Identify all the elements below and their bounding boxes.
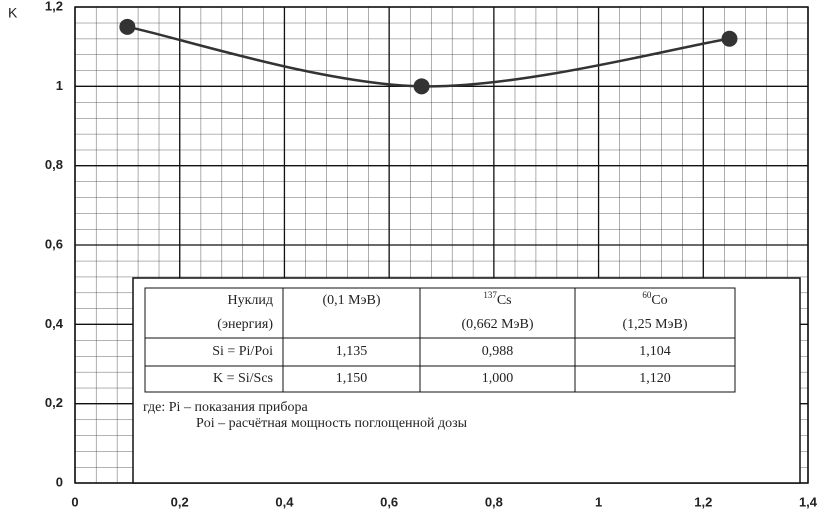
y-tick-label: 0,2 [45, 395, 63, 410]
header-text: (0,1 МэВ) [322, 293, 380, 308]
table-header: (энергия) [217, 317, 273, 332]
table-header: Нуклид [227, 293, 273, 308]
y-tick-label: 1 [56, 78, 63, 93]
table-header: (1,25 МэВ) [622, 317, 687, 332]
data-point [119, 18, 136, 35]
x-tick-label: 1,4 [799, 494, 818, 509]
table-cell: 0,988 [482, 344, 514, 359]
table-cell: Si = Pi/Poi [212, 344, 273, 359]
y-tick-label: 0,6 [45, 236, 63, 251]
table-header: (0,662 МэВ) [461, 317, 533, 332]
table-cell: 1,000 [482, 371, 514, 386]
header-text: Нуклид [227, 293, 273, 308]
table-header: 60Co [642, 290, 667, 308]
table-frame [144, 287, 736, 393]
note: где: Pi – показания прибора [143, 400, 309, 415]
x-tick-label: 0,4 [275, 494, 294, 509]
y-axis-label: K [8, 5, 18, 21]
x-tick-label: 0,6 [380, 494, 398, 509]
x-tick-label: 1 [595, 494, 602, 509]
table-cell: 1,104 [639, 344, 671, 359]
table-cell: K = Si/Scs [213, 371, 273, 386]
x-tick-label: 0 [71, 494, 78, 509]
table-panel [132, 277, 801, 484]
note: Poi – расчётная мощность поглощенной доз… [196, 416, 468, 431]
table-cell: 1,120 [639, 371, 671, 386]
header-text: Co [651, 293, 667, 308]
x-tick-label: 0,8 [485, 494, 503, 509]
superscript: 60 [642, 290, 652, 300]
y-tick-label: 0,4 [45, 316, 64, 331]
table-cell: 1,135 [336, 344, 368, 359]
y-tick-label: 0 [56, 474, 63, 489]
x-tick-label: 1,2 [694, 494, 712, 509]
header-text: Cs [497, 293, 512, 308]
x-tick-label: 0,2 [171, 494, 189, 509]
data-point [413, 78, 430, 95]
table-cell: 1,150 [336, 371, 368, 386]
table-header: (0,1 МэВ) [322, 293, 380, 308]
y-tick-label: 0,8 [45, 157, 63, 172]
y-tick-label: 1,2 [45, 0, 63, 13]
table-header: 137Cs [483, 290, 511, 308]
superscript: 137 [483, 290, 497, 300]
data-point [721, 30, 738, 47]
